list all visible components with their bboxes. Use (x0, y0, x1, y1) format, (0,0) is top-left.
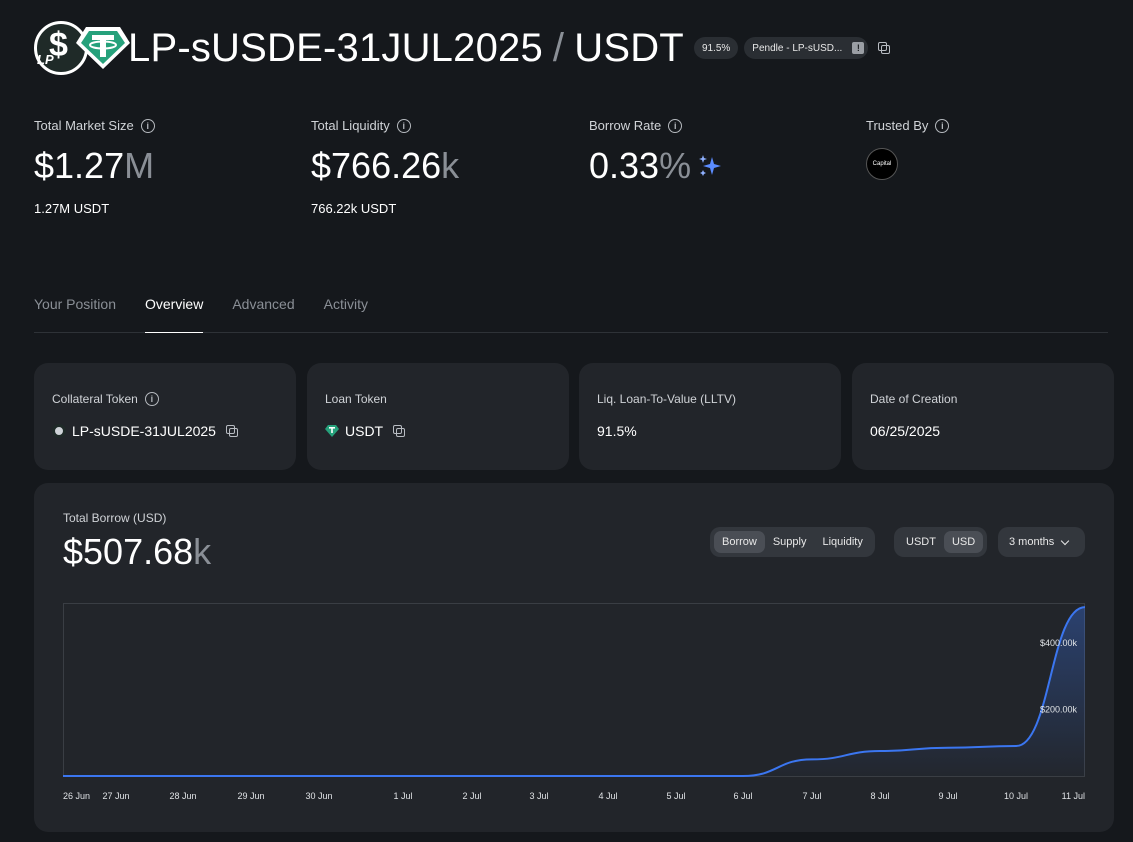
stat-borrow-rate: Borrow Rate i 0.33% (589, 118, 723, 187)
x-tick-label: 28 Jun (169, 791, 196, 801)
card-label: Date of Creation (870, 392, 958, 406)
tab-overview[interactable]: Overview (144, 290, 204, 333)
tab-bar: Your Position Overview Advanced Activity (34, 290, 1108, 333)
stat-label: Total Market Size (34, 118, 134, 133)
metric-borrow-option[interactable]: Borrow (714, 531, 765, 553)
stat-unit: k (441, 145, 460, 186)
stat-value: $766.26 (311, 145, 442, 186)
series-area (63, 607, 1085, 776)
metric-supply-option[interactable]: Supply (772, 536, 807, 548)
pair-separator: / (552, 25, 565, 70)
tab-your-position[interactable]: Your Position (34, 296, 116, 312)
card-collateral-token: Collateral Token i LP-sUSDE-31JUL2025 (34, 363, 296, 470)
market-stats: Total Market Size i $1.27 M 1.27M USDT Tot… (34, 118, 1114, 228)
card-value: 06/25/2025 (870, 423, 941, 439)
tab-activity[interactable]: Activity (323, 296, 368, 312)
panel-number: $507.68 (63, 531, 194, 572)
stat-label: Total Liquidity (311, 118, 390, 133)
stat-label: Trusted By (866, 118, 929, 133)
oracle-label: Pendle - LP-sUSD... (752, 42, 843, 54)
currency-selector: USDT USD (894, 527, 988, 557)
x-tick-label: 3 Jul (529, 791, 548, 801)
card-value: 91.5% (597, 423, 637, 439)
card-value: LP-sUSDE-31JUL2025 (72, 423, 216, 439)
x-tick-label: 6 Jul (733, 791, 752, 801)
tether-icon (325, 425, 339, 437)
info-icon[interactable]: i (668, 118, 683, 133)
x-tick-label: 26 Jun (63, 791, 90, 801)
page-title: LP-sUSDE-31JUL2025/USDT (128, 26, 684, 71)
sparkle-icon[interactable] (697, 153, 723, 179)
panel-value: $507.68k (63, 531, 211, 573)
copy-icon[interactable] (393, 425, 406, 437)
stat-label: Borrow Rate (589, 118, 662, 133)
x-tick-label: 7 Jul (802, 791, 821, 801)
total-borrow-panel: Total Borrow (USD) $507.68k Borrow Suppl… (34, 483, 1114, 832)
x-tick-label: 1 Jul (393, 791, 412, 801)
market-header: $ LP LP-sUSDE-31JUL2025/USDT 91.5% Pendl… (34, 18, 891, 78)
info-icon[interactable]: i (396, 118, 411, 133)
lltv-pill: 91.5% (693, 37, 739, 59)
x-tick-label: 29 Jun (237, 791, 264, 801)
card-value: USDT (345, 423, 384, 439)
x-tick-label: 8 Jul (870, 791, 889, 801)
loan-symbol: USDT (574, 25, 684, 70)
currency-usd-option[interactable]: USD (943, 531, 984, 553)
lp-badge: LP (37, 52, 54, 67)
card-date-of-creation: Date of Creation 06/25/2025 (852, 363, 1114, 470)
stat-unit: M (124, 145, 155, 186)
panel-label: Total Borrow (USD) (63, 511, 167, 525)
x-tick-label: 9 Jul (938, 791, 957, 801)
stat-trusted-by: Trusted By i Capital (866, 118, 950, 180)
tether-icon (76, 27, 130, 69)
x-tick-label: 10 Jul (1004, 791, 1028, 801)
stat-value: 0.33 (589, 145, 660, 186)
oracle-pill[interactable]: Pendle - LP-sUSD... ! (744, 37, 869, 59)
curator-avatar[interactable]: Capital (866, 148, 898, 180)
x-tick-label: 4 Jul (598, 791, 617, 801)
y-tick-label: $400.00k (1040, 638, 1078, 648)
collateral-symbol: LP-sUSDE-31JUL2025 (128, 25, 543, 70)
range-dropdown[interactable]: 3 months (998, 527, 1085, 557)
card-label: Loan Token (325, 392, 387, 406)
x-tick-label: 27 Jun (102, 791, 129, 801)
stat-value: $1.27 (34, 145, 125, 186)
chart-svg: $200.00k $400.00k 26 Jun 27 Jun 28 Jun 29 Jun… (63, 603, 1085, 801)
stat-subvalue: 1.27M USDT (34, 201, 110, 216)
stat-subvalue: 766.22k USDT (311, 201, 397, 216)
curator-avatar-text: Capital (872, 161, 892, 167)
series-line[interactable] (63, 606, 1085, 777)
card-label: Liq. Loan-To-Value (LLTV) (597, 392, 736, 406)
card-loan-token: Loan Token USDT (307, 363, 569, 470)
lp-token-icon: $ (34, 21, 88, 75)
borrow-chart: $200.00k $400.00k 26 Jun 27 Jun 28 Jun 29 Jun… (63, 603, 1085, 803)
copy-icon[interactable] (225, 425, 238, 437)
x-tick-label: 2 Jul (462, 791, 481, 801)
stat-unit: % (659, 145, 692, 186)
panel-unit: k (193, 531, 212, 572)
info-icon[interactable]: i (935, 118, 950, 133)
card-label: Collateral Token (52, 392, 138, 406)
card-lltv: Liq. Loan-To-Value (LLTV) 91.5% (579, 363, 841, 470)
stat-total-liquidity: Total Liquidity i $766.26 k 766.22k USDT (311, 118, 459, 216)
pair-logo: $ LP (34, 18, 130, 78)
y-tick-label: $200.00k (1040, 704, 1078, 714)
warning-icon: ! (852, 42, 865, 54)
lp-token-icon (52, 424, 66, 438)
info-icon[interactable]: i (140, 118, 155, 133)
stat-total-market-size: Total Market Size i $1.27 M 1.27M USDT (34, 118, 155, 216)
currency-usdt-option[interactable]: USDT (906, 536, 936, 548)
tab-advanced[interactable]: Advanced (232, 296, 295, 312)
range-value: 3 months (1009, 536, 1055, 548)
x-tick-label: 5 Jul (666, 791, 685, 801)
x-tick-label: 11 Jul (1062, 791, 1085, 801)
chevron-down-icon (1061, 536, 1070, 545)
metric-selector: Borrow Supply Liquidity (710, 527, 875, 557)
metric-liquidity-option[interactable]: Liquidity (822, 536, 863, 548)
x-tick-label: 30 Jun (305, 791, 332, 801)
info-icon[interactable]: i (144, 392, 159, 406)
copy-icon[interactable] (878, 42, 891, 54)
